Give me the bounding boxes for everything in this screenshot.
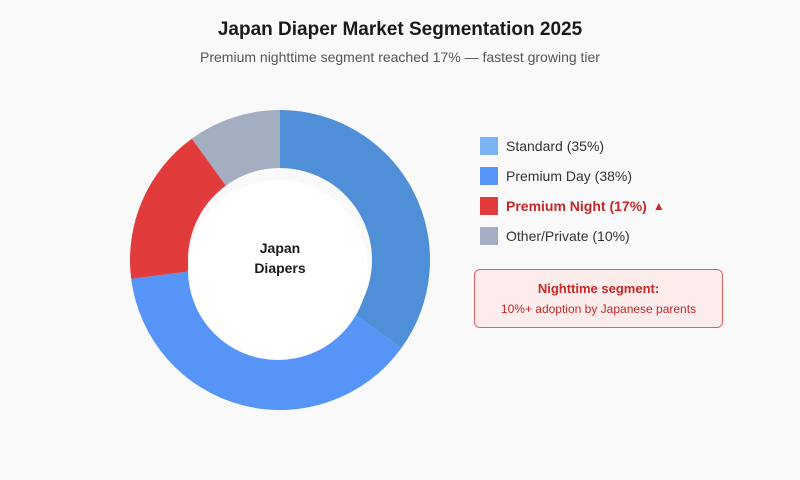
donut-hole bbox=[188, 180, 368, 360]
legend-label: Standard (35%) bbox=[506, 138, 605, 154]
legend-swatch bbox=[480, 227, 498, 245]
legend-swatch bbox=[480, 197, 498, 215]
legend-swatch bbox=[480, 137, 498, 155]
slice-standard[interactable] bbox=[280, 110, 430, 349]
callout-text: 10%+ adoption by Japanese parents bbox=[500, 302, 697, 316]
legend: Standard (35%) Premium Day (38%) Premium… bbox=[480, 137, 665, 245]
legend-label: Premium Day (38%) bbox=[506, 168, 633, 184]
nighttime-callout: Nighttime segment: 10%+ adoption by Japa… bbox=[474, 269, 723, 328]
legend-item-premium-day[interactable]: Premium Day (38%) bbox=[480, 167, 665, 185]
callout-title: Nighttime segment: bbox=[537, 281, 660, 296]
donut-slices bbox=[130, 110, 430, 410]
legend-swatch bbox=[480, 167, 498, 185]
center-label-line-1: Japan bbox=[260, 240, 300, 256]
legend-item-premium-night[interactable]: Premium Night (17%) ▲ bbox=[480, 197, 665, 215]
legend-label: Premium Night (17%) bbox=[506, 198, 647, 214]
legend-label: Other/Private (10%) bbox=[506, 228, 630, 244]
chart-title: Japan Diaper Market Segmentation 2025 bbox=[217, 19, 583, 40]
slice-other-private[interactable] bbox=[191, 110, 280, 186]
legend-item-other-private[interactable]: Other/Private (10%) bbox=[480, 227, 665, 245]
legend-item-standard[interactable]: Standard (35%) bbox=[480, 137, 665, 155]
slice-premium-night[interactable] bbox=[130, 138, 226, 279]
center-label-line-2: Diapers bbox=[254, 260, 306, 276]
up-triangle-icon: ▲ bbox=[652, 199, 665, 213]
chart-subtitle: Premium nighttime segment reached 17% — … bbox=[200, 49, 600, 65]
